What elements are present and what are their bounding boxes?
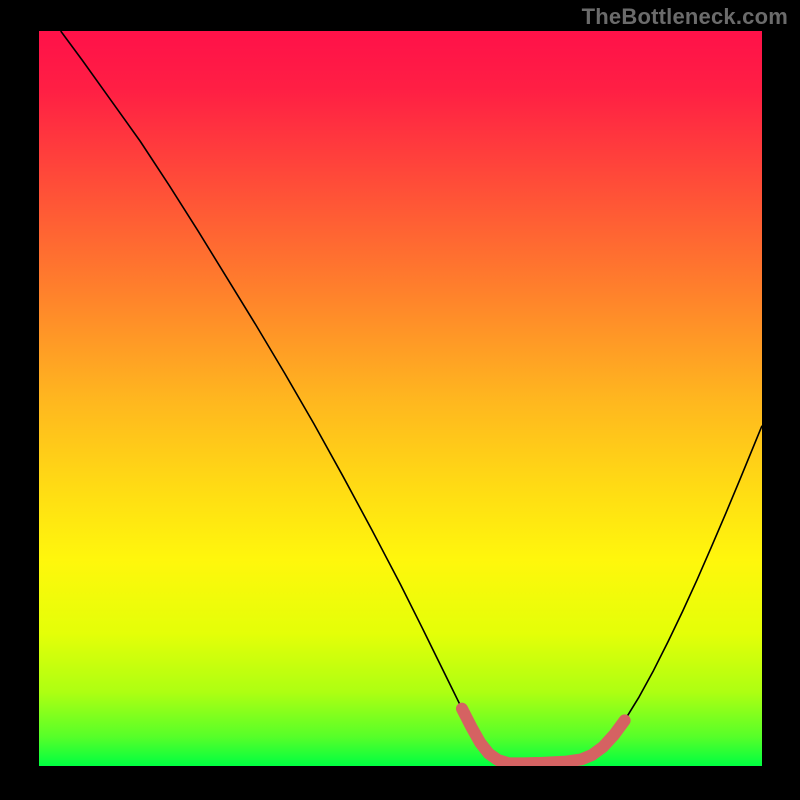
plot-area bbox=[39, 31, 762, 766]
chart-container: TheBottleneck.com bbox=[0, 0, 800, 800]
gradient-background bbox=[39, 31, 762, 766]
chart-svg bbox=[39, 31, 762, 766]
watermark-text: TheBottleneck.com bbox=[582, 4, 788, 30]
